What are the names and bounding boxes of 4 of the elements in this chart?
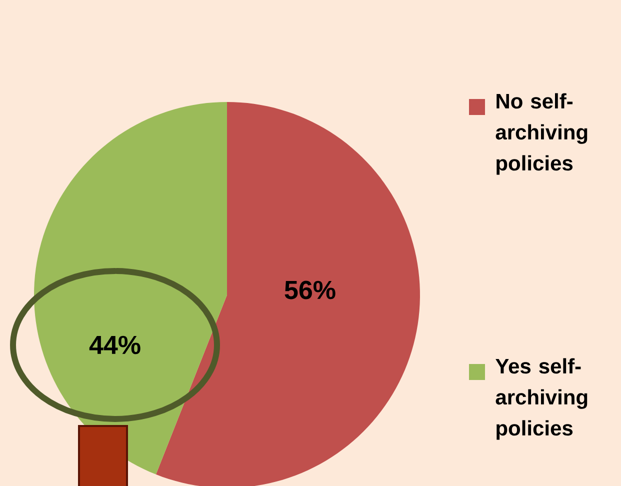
- data-label: 44%: [89, 336, 140, 354]
- legend-label: No self-archiving policies: [496, 93, 588, 175]
- legend-label: Yes self-archiving policies: [496, 358, 588, 440]
- data-label: 56%: [284, 280, 336, 300]
